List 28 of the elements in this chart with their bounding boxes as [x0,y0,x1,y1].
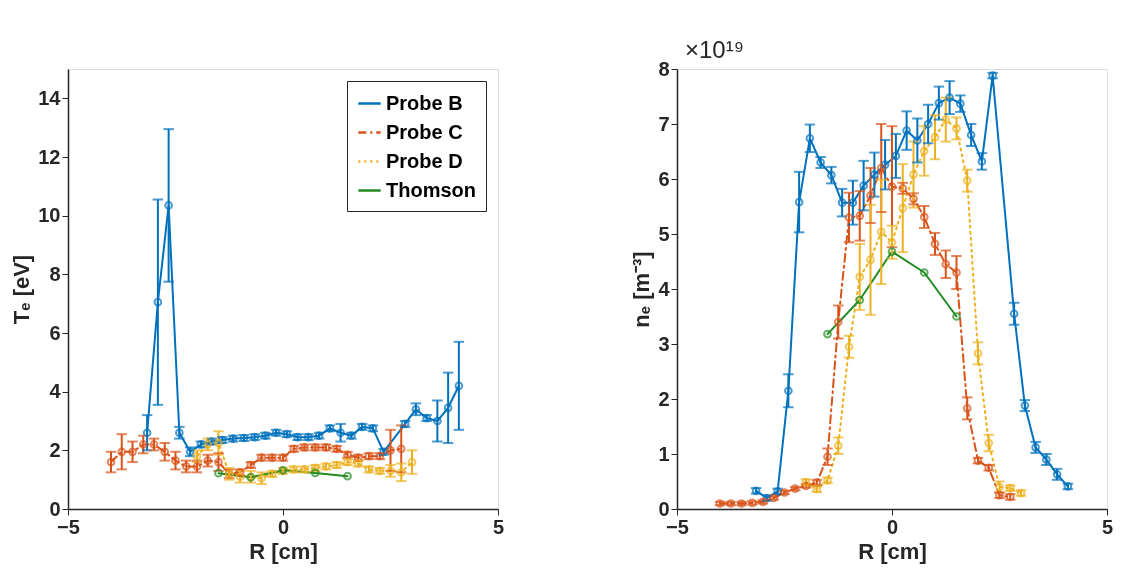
legend-label: Probe D [386,149,463,172]
x-tick-label: 0 [886,515,899,538]
y-tick-label: 4 [49,380,62,403]
y-tick-label: 6 [49,321,61,344]
x-tick-label: 5 [492,515,505,538]
y-tick-label: 14 [38,86,62,109]
y-axis-title: nₑ [m⁻³] [629,251,655,328]
legend-label: Probe C [386,120,463,143]
x-tick-label: 0 [277,515,290,538]
y-tick-label: 12 [38,145,61,168]
legend-label: Thomson [386,178,476,201]
x-axis-title: R [cm] [249,538,318,564]
y-tick-label: 4 [658,277,671,300]
y-axis-title: Tₑ [eV] [9,254,35,325]
x-axis-title: R [cm] [858,538,927,564]
y-tick-label: 10 [38,204,61,227]
y-tick-label: 2 [49,438,61,461]
legend-label: Probe B [386,91,463,114]
y-tick-label: 5 [658,222,670,245]
text: ×10¹⁹ [685,36,744,63]
y-tick-label: 7 [658,112,670,135]
y-tick-label: 6 [658,167,670,190]
x-tick-label: 5 [1101,515,1114,538]
y-tick-label: 1 [658,442,670,465]
y-tick-label: 3 [658,332,670,355]
y-tick-label: 8 [658,57,670,80]
y-tick-label: 2 [658,387,670,410]
y-tick-label: 8 [49,262,61,285]
